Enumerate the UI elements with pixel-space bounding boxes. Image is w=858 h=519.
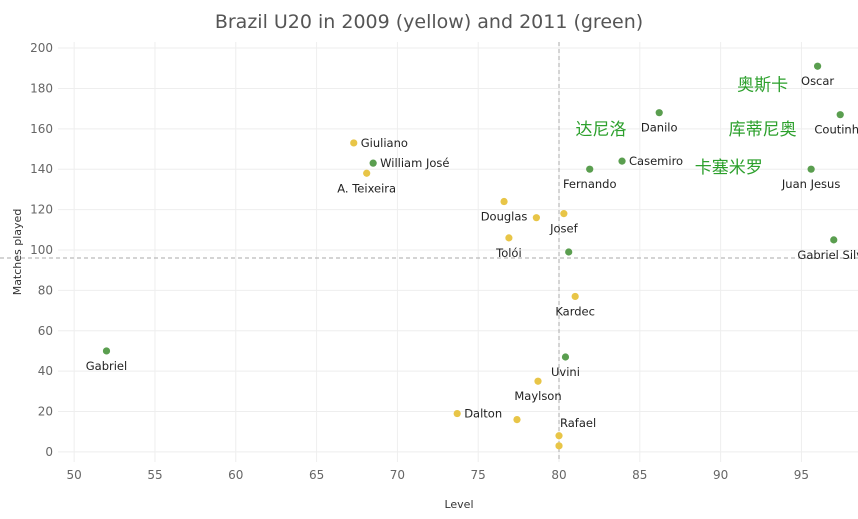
- point-label: Gabriel Silva: [797, 248, 858, 262]
- x-axis-title: Level: [444, 498, 473, 511]
- y-tick-label: 60: [38, 324, 53, 338]
- x-tick-label: 70: [390, 468, 405, 482]
- x-tick-label: 90: [713, 468, 728, 482]
- point-label: Danilo: [641, 121, 678, 135]
- x-tick-label: 80: [551, 468, 566, 482]
- point-label: Uvini: [551, 365, 580, 379]
- point-2009-maylson[interactable]: [534, 377, 542, 385]
- point-label: Dalton: [464, 407, 502, 421]
- point-label: Maylson: [514, 389, 561, 403]
- point-label: Gabriel: [86, 359, 127, 373]
- point-label: Casemiro: [629, 154, 683, 168]
- y-tick-label: 20: [38, 405, 53, 419]
- y-tick-label: 120: [30, 203, 53, 217]
- y-tick-label: 180: [30, 81, 53, 95]
- point-2011-fernando[interactable]: [586, 165, 594, 173]
- point-label: A. Teixeira: [337, 181, 396, 195]
- y-tick-label: 100: [30, 243, 53, 257]
- annotation-label: 卡塞米罗: [695, 158, 763, 178]
- point-2011-uvini[interactable]: [561, 353, 570, 361]
- point-2009-rafael[interactable]: [555, 432, 563, 440]
- x-tick-label: 55: [147, 468, 162, 482]
- point-label: Fernando: [563, 177, 617, 191]
- point-2009-douglas[interactable]: [500, 197, 508, 206]
- point-2011-casemiro[interactable]: [618, 157, 626, 165]
- point-2011-danilo[interactable]: [655, 109, 663, 117]
- point-2009-dalton[interactable]: [453, 409, 461, 418]
- grid-lines: [58, 42, 858, 462]
- point-2011-gabriel-silva[interactable]: [830, 236, 838, 244]
- point-label: Tolói: [495, 246, 522, 260]
- annotation-label: 达尼洛: [576, 120, 627, 140]
- point-2011-oscar[interactable]: [813, 62, 822, 70]
- x-tick-label: 65: [309, 468, 324, 482]
- point-2009[interactable]: [532, 214, 540, 222]
- point-label: Douglas: [481, 210, 528, 224]
- y-tick-label: 160: [30, 122, 53, 136]
- annotation-label: 奥斯卡: [737, 75, 788, 95]
- annotation-label: 库蒂尼奥: [729, 120, 797, 140]
- point-2011-william-jos-[interactable]: [369, 159, 377, 167]
- y-tick-label: 80: [38, 283, 53, 297]
- point-labels: Giuliano A. Teixeira Douglas Josef Tolói Kard…: [86, 74, 858, 430]
- data-points: [102, 62, 844, 450]
- point-2009-tol-i[interactable]: [505, 234, 513, 242]
- x-tick-label: 60: [228, 468, 243, 482]
- point-2009[interactable]: [513, 415, 521, 424]
- point-2011-juan-jesus[interactable]: [807, 165, 815, 173]
- point-2009-a-teixeira[interactable]: [363, 169, 371, 177]
- point-2011-coutinho[interactable]: [836, 111, 844, 119]
- point-2011[interactable]: [565, 248, 573, 256]
- point-2009-giuliano[interactable]: [350, 139, 358, 147]
- point-label: William José: [380, 156, 449, 170]
- point-label: Giuliano: [361, 136, 408, 150]
- point-2009-josef[interactable]: [560, 210, 568, 218]
- point-label: Kardec: [555, 304, 595, 318]
- point-label: Rafael: [560, 416, 596, 430]
- chart-title: Brazil U20 in 2009 (yellow) and 2011 (gr…: [215, 11, 643, 33]
- y-tick-label: 40: [38, 364, 53, 378]
- point-2011-gabriel[interactable]: [102, 347, 111, 355]
- x-tick-label: 85: [632, 468, 647, 482]
- reference-lines: [0, 42, 858, 462]
- x-tick-label: 95: [794, 468, 809, 482]
- point-label: Josef: [549, 222, 578, 236]
- point-label: Oscar: [801, 74, 834, 88]
- axis-ticks: 50 55 60 65 70 75 80 85 90 95 0 20 40 60 80 100 120 140 16…: [30, 41, 809, 482]
- point-2009-kardec[interactable]: [571, 292, 579, 301]
- y-tick-label: 0: [45, 445, 53, 459]
- point-label: Coutinho: [814, 123, 858, 137]
- x-tick-label: 75: [471, 468, 486, 482]
- y-tick-label: 140: [30, 162, 53, 176]
- y-tick-label: 200: [30, 41, 53, 55]
- point-label: Juan Jesus: [781, 177, 840, 191]
- x-tick-label: 50: [67, 468, 82, 482]
- point-2009[interactable]: [555, 442, 563, 450]
- y-axis-title: Matches played: [11, 209, 24, 296]
